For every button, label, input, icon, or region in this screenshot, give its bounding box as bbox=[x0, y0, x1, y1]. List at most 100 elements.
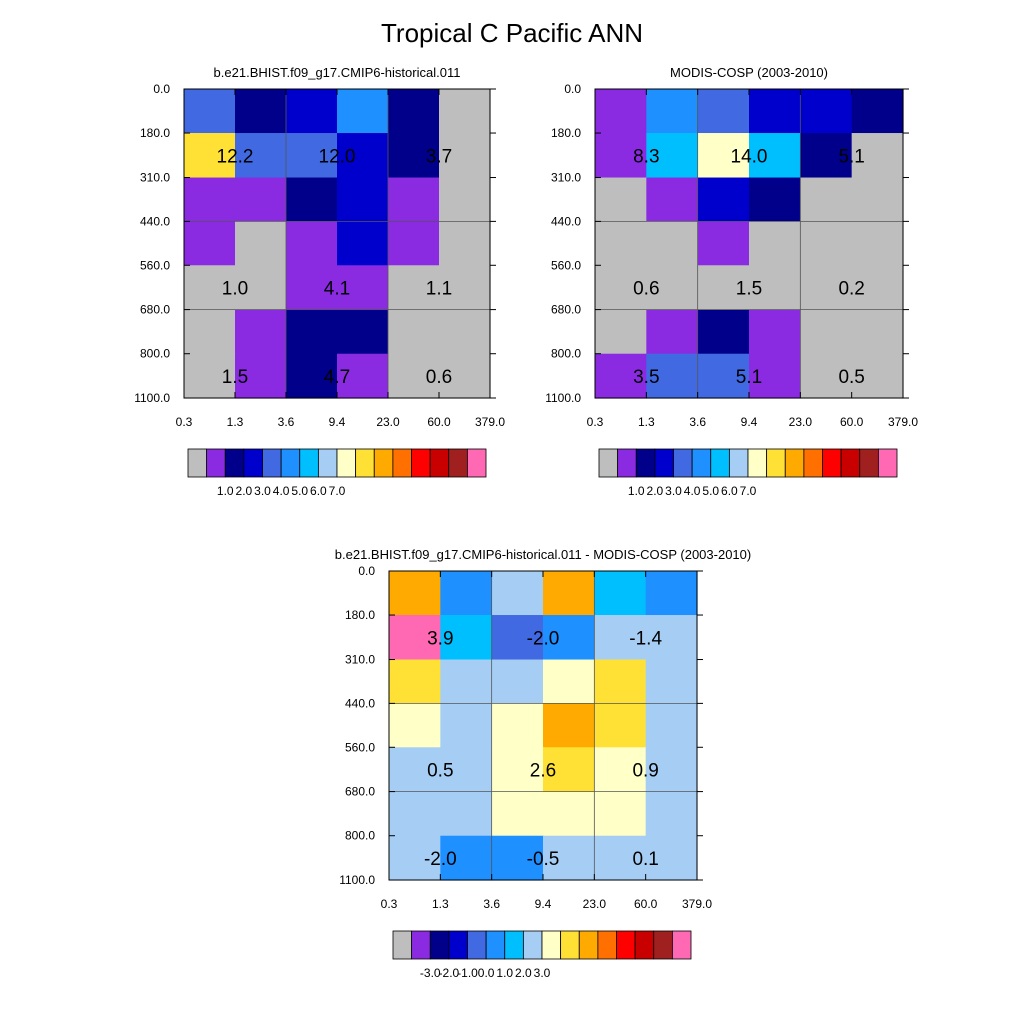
heatmap-cell bbox=[491, 659, 544, 704]
heatmap-cell bbox=[646, 221, 699, 266]
colorbar-swatch bbox=[598, 448, 619, 478]
heatmap-cell bbox=[184, 177, 236, 222]
heatmap-cell bbox=[337, 309, 389, 355]
heatmap-cell bbox=[388, 309, 440, 355]
heatmap-cell bbox=[337, 221, 389, 266]
y-tick-label: 0.0 bbox=[153, 82, 170, 96]
colorbar-swatch bbox=[373, 448, 394, 478]
heatmap-cell bbox=[388, 89, 440, 134]
colorbar-swatch bbox=[466, 448, 487, 478]
colorbar: 1.0 2.0 3.0 4.0 5.0 6.0 7.0 bbox=[187, 448, 487, 498]
colorbar-swatch bbox=[206, 448, 226, 478]
colorbar-swatch bbox=[317, 448, 338, 478]
heatmap-cell bbox=[594, 615, 647, 661]
heatmap-cell bbox=[235, 265, 287, 311]
x-tick-label: 0.3 bbox=[381, 897, 398, 911]
colorbar-swatch bbox=[597, 930, 617, 960]
heatmap-cell bbox=[697, 177, 750, 222]
heatmap-cell bbox=[388, 265, 440, 311]
heatmap-cell bbox=[851, 221, 904, 266]
heatmap-cell bbox=[440, 747, 493, 793]
heatmap-cell bbox=[749, 89, 801, 134]
colorbar-swatch bbox=[784, 448, 805, 478]
heatmap-cell bbox=[800, 89, 853, 134]
colorbar-swatch bbox=[355, 448, 375, 478]
y-tick-label: 0.0 bbox=[564, 82, 581, 96]
heatmap-cell bbox=[439, 133, 491, 179]
colorbar-label: 6.0 bbox=[310, 484, 327, 498]
y-tick-label: 180.0 bbox=[345, 608, 375, 622]
heatmap-cell bbox=[389, 791, 441, 837]
colorbar-swatch bbox=[243, 448, 263, 478]
heatmap-cell bbox=[697, 133, 750, 179]
y-tick-label: 680.0 bbox=[140, 303, 170, 317]
heatmap-cell bbox=[491, 703, 544, 748]
colorbar-swatch bbox=[485, 930, 506, 960]
x-tick-label: 0.3 bbox=[176, 415, 193, 429]
heatmap-cell bbox=[646, 353, 699, 399]
colorbar-label: 5.0 bbox=[291, 484, 308, 498]
heatmap-cell bbox=[800, 309, 853, 355]
heatmap-cell bbox=[645, 615, 698, 661]
colorbar-label: 5.0 bbox=[702, 484, 719, 498]
heatmap-cell bbox=[543, 615, 595, 661]
heatmap-cell bbox=[235, 221, 287, 266]
colorbar-swatch bbox=[224, 448, 245, 478]
cell-value-label: -1.4 bbox=[629, 628, 662, 649]
colorbar-label: 4.0 bbox=[684, 484, 701, 498]
heatmap-cell bbox=[389, 659, 441, 704]
heatmap-cell bbox=[749, 265, 801, 311]
colorbar-swatch bbox=[504, 930, 524, 960]
heatmap-cell bbox=[646, 309, 699, 355]
heatmap-cell bbox=[337, 353, 389, 399]
colorbar-swatch bbox=[429, 930, 450, 960]
heatmap-cell bbox=[851, 133, 904, 179]
heatmap-cell bbox=[595, 221, 647, 266]
heatmap-cell bbox=[594, 659, 647, 704]
heatmap-cell bbox=[594, 747, 647, 793]
heatmap-cell bbox=[286, 265, 338, 311]
colorbar-swatch bbox=[822, 448, 842, 478]
y-tick-label: 1100.0 bbox=[545, 391, 581, 405]
heatmap-cell bbox=[286, 353, 338, 399]
heatmap-cell bbox=[491, 747, 544, 793]
heatmap-cell bbox=[851, 177, 904, 222]
heatmap-cell bbox=[646, 133, 699, 179]
x-tick-label: 60.0 bbox=[427, 415, 451, 429]
y-tick-label: 440.0 bbox=[551, 214, 581, 228]
page-title: Tropical C Pacific ANN bbox=[381, 18, 643, 48]
heatmap-cell bbox=[543, 703, 595, 748]
heatmap-cell bbox=[800, 221, 853, 266]
heatmap-cell bbox=[439, 265, 491, 311]
heatmap-cell bbox=[439, 89, 491, 134]
x-tick-label: 3.6 bbox=[689, 415, 706, 429]
x-tick-label: 9.4 bbox=[329, 415, 346, 429]
heatmap-cell bbox=[440, 703, 493, 748]
colorbar-label: 0.0 bbox=[478, 966, 495, 980]
colorbar-swatch bbox=[522, 930, 543, 960]
colorbar-swatch bbox=[299, 448, 319, 478]
heatmap-cell bbox=[491, 615, 544, 661]
colorbar-label: 1.0 bbox=[496, 966, 513, 980]
heatmap-cell bbox=[184, 221, 236, 266]
cell-value-label: 12.2 bbox=[217, 146, 254, 167]
heatmap-cell bbox=[439, 309, 491, 355]
cell-value-label: 12.0 bbox=[319, 146, 356, 167]
heatmap-cell bbox=[646, 89, 699, 134]
heatmap-cell bbox=[594, 835, 647, 881]
heatmap-cell bbox=[645, 747, 698, 793]
heatmap-cell bbox=[800, 353, 853, 399]
y-tick-label: 800.0 bbox=[140, 347, 170, 361]
heatmap-cell bbox=[337, 133, 389, 179]
colorbar-swatch bbox=[617, 448, 637, 478]
y-tick-label: 1100.0 bbox=[134, 391, 170, 405]
colorbar-swatch bbox=[747, 448, 768, 478]
colorbar-label: 3.0 bbox=[534, 966, 551, 980]
colorbar-swatch bbox=[634, 930, 655, 960]
heatmap-cell bbox=[595, 265, 647, 311]
panel-title: b.e21.BHIST.f09_g17.CMIP6-historical.011 bbox=[214, 65, 461, 80]
heatmap-cell bbox=[697, 89, 750, 134]
y-tick-label: 680.0 bbox=[345, 785, 375, 799]
heatmap-cell bbox=[595, 309, 647, 355]
y-tick-label: 0.0 bbox=[358, 564, 375, 578]
